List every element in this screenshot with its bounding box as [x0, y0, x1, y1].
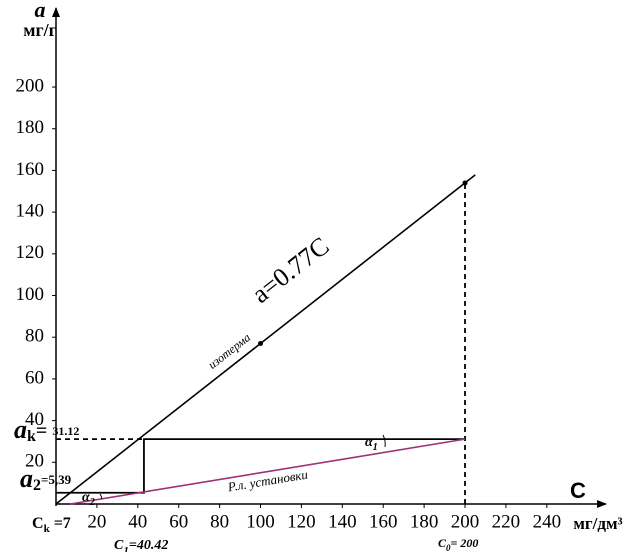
annotation-text: α	[82, 490, 90, 505]
annotation: ak= 31.12	[14, 415, 79, 445]
x-tick-label: 60	[169, 511, 188, 532]
y-label: a	[35, 0, 46, 22]
annotation: α1	[365, 435, 378, 453]
series-label: изотерма	[205, 330, 253, 372]
annotation: Ck =7	[32, 515, 71, 535]
x-tick-label: 160	[369, 511, 398, 532]
y-tick-label: 200	[16, 75, 45, 96]
annotation-text: 31.12	[52, 424, 79, 438]
x-tick-label: 100	[246, 511, 275, 532]
y-tick-label: 20	[25, 451, 44, 472]
x-tick-label: 180	[410, 511, 439, 532]
y-tick-label: 160	[16, 159, 45, 180]
x-tick-label: 140	[328, 511, 357, 532]
annotation-subscript: 1	[373, 442, 378, 453]
x-unit: мг/дм³	[573, 514, 622, 533]
point	[462, 180, 468, 186]
y-tick-label: 180	[16, 117, 45, 138]
point	[258, 340, 264, 346]
series-label: Р.л. установки	[226, 466, 310, 494]
annotation-text: α	[365, 435, 373, 450]
x-tick-label: 240	[533, 511, 562, 532]
x-tick-label: 40	[128, 511, 147, 532]
annotation-text: = 200	[451, 536, 479, 550]
x-tick-label: 200	[451, 511, 480, 532]
y-tick-label: 60	[25, 367, 44, 388]
annotation-subscript: k	[27, 428, 36, 445]
construction-line	[56, 438, 466, 494]
annotation-text: =40.42	[129, 538, 168, 552]
annotation-subscript: 2	[33, 477, 41, 494]
annotation: a2=5,39	[20, 464, 72, 494]
annotation-text: a	[14, 415, 27, 444]
y-tick-label: 140	[16, 200, 45, 221]
annotation-text: =	[36, 420, 52, 442]
annotation-text: =7	[50, 515, 71, 532]
angle-arc	[99, 493, 103, 500]
y-unit: мг/г	[23, 20, 57, 40]
y-tick-label: 100	[16, 284, 45, 305]
annotation: C1=40.42	[114, 538, 168, 552]
annotation-text: C	[114, 538, 124, 552]
annotation-subscript: k	[44, 523, 51, 535]
annotation-text: a	[20, 464, 33, 493]
y-tick-label: 80	[25, 326, 44, 347]
annotation: C0= 200	[438, 536, 478, 552]
annotation-text: C	[32, 515, 44, 532]
y-tick-label: 120	[16, 242, 45, 263]
x-tick-label: 120	[287, 511, 316, 532]
annotation-text: =5,39	[41, 472, 72, 487]
x-label: C	[570, 478, 586, 503]
annotation-subscript: 2	[89, 497, 95, 508]
series-line	[70, 438, 466, 505]
x-tick-label: 220	[492, 511, 521, 532]
x-tick-label: 80	[210, 511, 229, 532]
equation: a=0.77C	[246, 231, 334, 309]
series-line	[55, 174, 476, 505]
x-tick-label: 20	[87, 511, 106, 532]
annotation-subscript: 0	[446, 543, 451, 552]
annotation-text: C	[438, 536, 447, 550]
y-tick-label: 40	[25, 409, 44, 430]
annotation: α2	[82, 490, 95, 508]
annotation-subscript: 1	[123, 545, 129, 552]
angle-arc	[382, 434, 386, 448]
